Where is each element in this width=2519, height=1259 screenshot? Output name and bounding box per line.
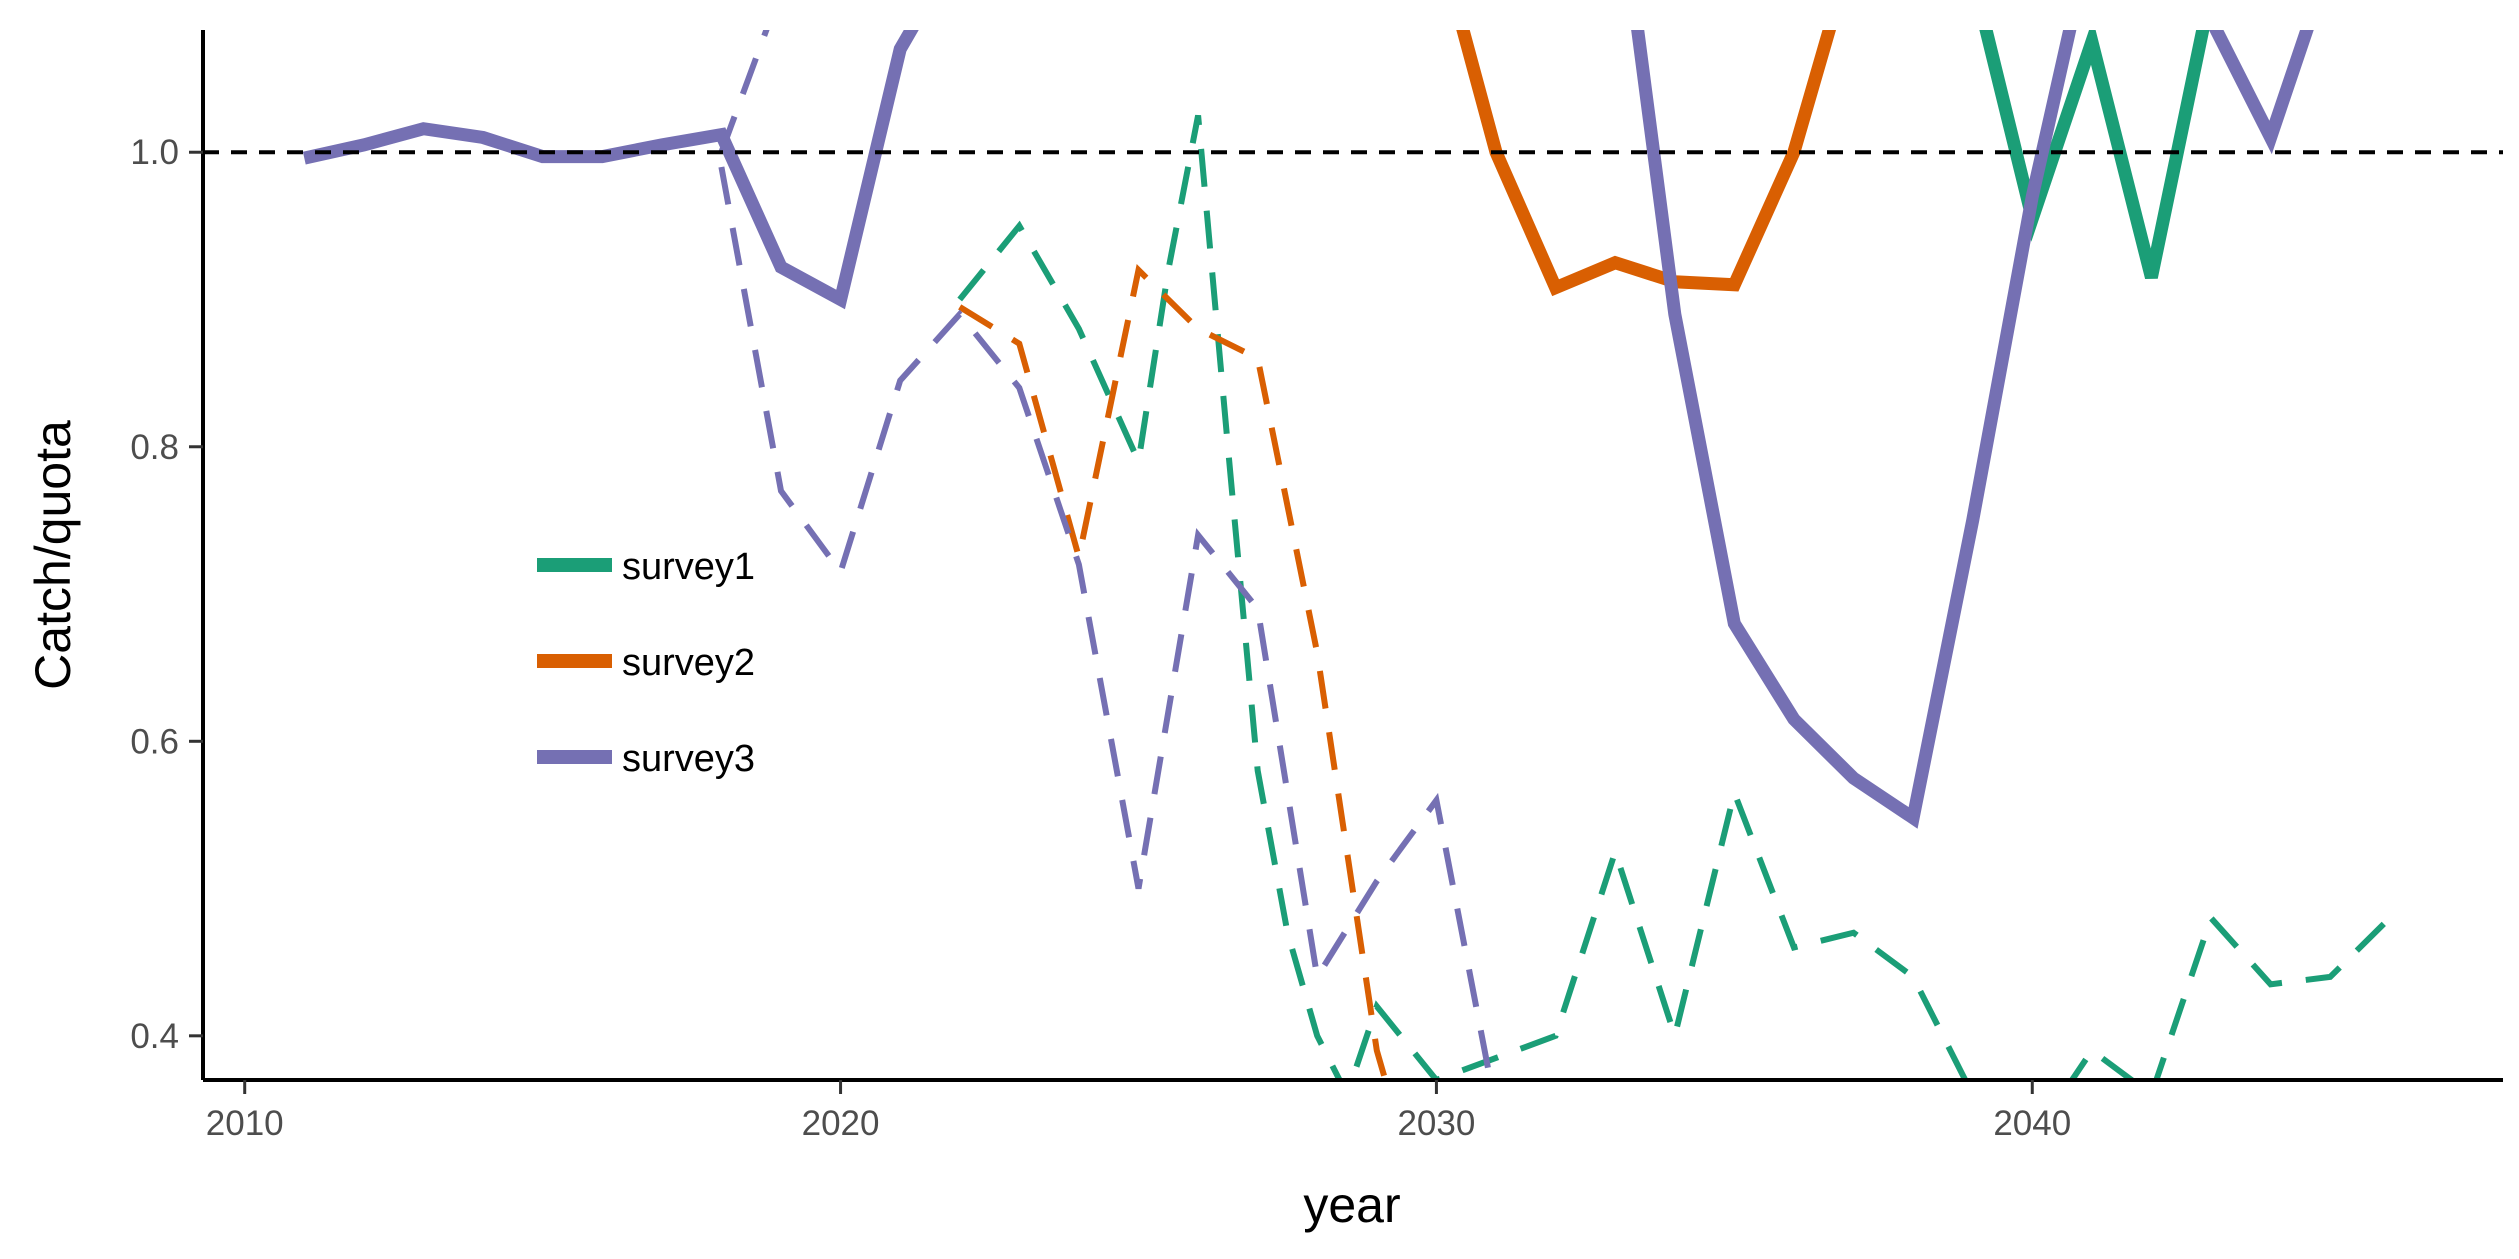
series-line-survey1-solid-0 (1979, 30, 2210, 279)
x-tick-label: 2030 (1397, 1104, 1475, 1143)
y-tick-label: 0.8 (130, 428, 179, 467)
series-layer (302, 30, 2392, 1080)
y-tick-label: 0.6 (130, 722, 179, 761)
series-line-survey2-solid-1 (1456, 30, 1837, 297)
series-line-survey3-solid-2 (302, 30, 919, 310)
x-tick-label: 2020 (802, 1104, 880, 1143)
y-tick-label: 0.4 (130, 1017, 179, 1056)
legend-label-survey2: survey2 (622, 642, 755, 684)
legend-label-survey3: survey3 (622, 738, 755, 780)
y-tick-label: 1.0 (130, 133, 179, 172)
y-axis-ticks: 0.4 0.6 0.8 1.0 (130, 133, 203, 1056)
x-axis-ticks: 2010 2020 2030 2040 (206, 1080, 2071, 1143)
legend-label-survey1: survey1 (622, 546, 755, 588)
x-tick-label: 2040 (1993, 1104, 2071, 1143)
series-line-survey1-dashed-4 (957, 114, 2392, 1080)
series-line-survey3-dashed-6 (718, 166, 1494, 1080)
x-tick-label: 2010 (206, 1104, 284, 1143)
series-line-survey2-dashed-5 (958, 263, 1389, 1080)
legend: survey1 survey2 survey3 (537, 546, 755, 780)
series-line-survey3-dashed-7 (718, 30, 770, 154)
y-axis-title: Catch/quota (25, 420, 81, 690)
series-line-survey3-solid-3 (1631, 30, 2314, 829)
x-axis-title: year (1303, 1177, 1400, 1233)
